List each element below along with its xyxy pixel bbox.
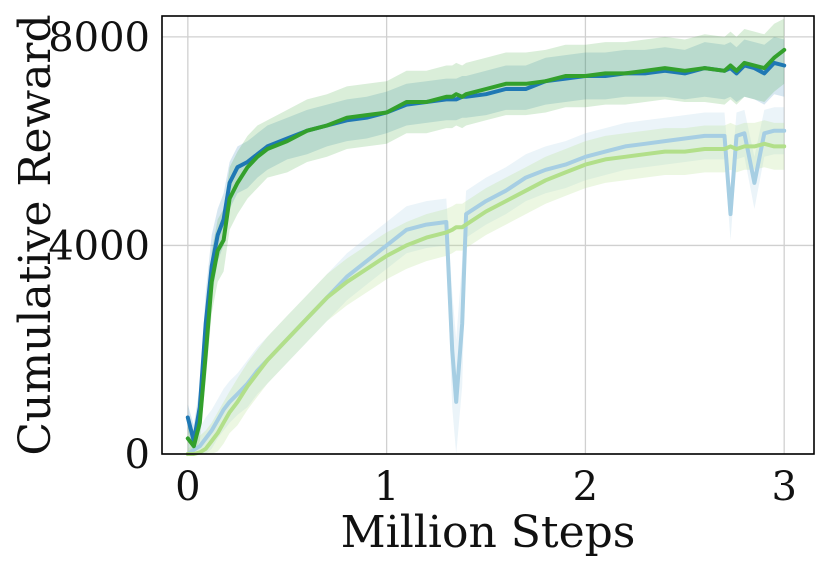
plot-frame — [161, 15, 815, 455]
x-tick-labels: 0 1 2 3 — [175, 464, 797, 510]
x-tick-label: 0 — [175, 464, 200, 510]
x-axis-title: Million Steps — [341, 507, 636, 558]
x-tick-label: 3 — [771, 464, 796, 510]
y-tick-label: 8000 — [48, 15, 150, 61]
series-3-line — [185, 141, 787, 456]
y-tick-labels: 0 4000 8000 — [48, 15, 150, 478]
series-2-line — [185, 128, 787, 456]
y-axis-title: Cumulative Reward — [10, 14, 61, 455]
series-1-line — [185, 47, 787, 449]
x-tick-label: 1 — [374, 464, 399, 510]
y-tick-label: 0 — [125, 432, 150, 478]
confidence-bands — [187, 18, 785, 455]
y-tick-label: 4000 — [48, 223, 150, 269]
series-0-band — [187, 36, 785, 455]
series-1-band — [187, 18, 785, 454]
x-tick-label: 2 — [573, 464, 598, 510]
series-lines — [185, 47, 787, 456]
